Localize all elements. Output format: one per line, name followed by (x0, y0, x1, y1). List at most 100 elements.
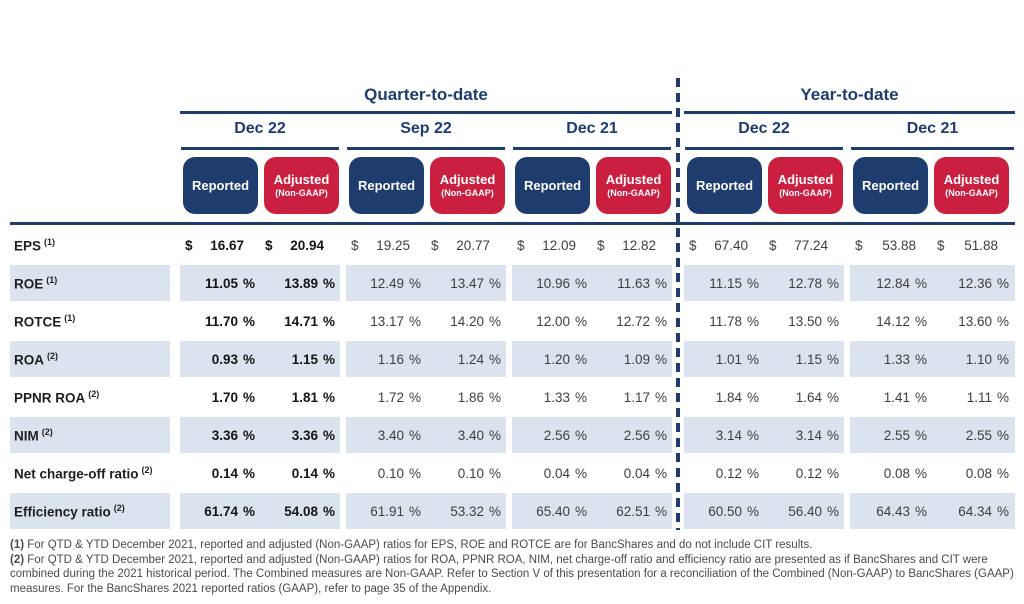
percent-symbol: % (654, 275, 667, 291)
percent-symbol: % (996, 351, 1009, 367)
footnote-ref: (2) (47, 350, 58, 361)
value: 20.77 (456, 237, 490, 253)
period-group: 1.84% 1.64% (684, 379, 844, 415)
value-cell: 62.51% (592, 493, 672, 529)
percent-symbol: % (488, 389, 501, 405)
percent-symbol: % (914, 389, 927, 405)
value: 2.55 (883, 427, 910, 443)
table-row: ROA (2) 0.93% 1.15% 1.16% 1.24% 1.20% 1.09% 1.01… (10, 341, 1015, 377)
value-cell: 3.14% (764, 417, 844, 453)
row-label-cell: PPNR ROA (2) (10, 379, 170, 415)
value-cell: 2.55% (850, 417, 932, 453)
value: 12.09 (542, 237, 576, 253)
period-group: 0.93% 1.15% (180, 341, 340, 377)
value-cell: 64.43% (850, 493, 932, 529)
value: 14.20 (450, 313, 484, 329)
period-group: 1.16% 1.24% (346, 341, 506, 377)
value: 1.72 (377, 389, 404, 405)
percent-symbol: % (826, 503, 839, 519)
adjusted-pill: Adjusted (Non-GAAP) (430, 157, 505, 214)
period-group: 0.14% 0.14% (180, 455, 340, 491)
value-cell: 14.71% (260, 303, 340, 339)
value: 0.12 (715, 465, 742, 481)
value: 19.25 (376, 237, 410, 253)
value-cell: 14.20% (426, 303, 506, 339)
value-cell: 0.12% (684, 455, 764, 491)
value: 16.67 (210, 237, 244, 253)
currency-symbol: $ (689, 237, 697, 253)
value-cell: 1.16% (346, 341, 426, 377)
value-cell: 1.41% (850, 379, 932, 415)
row-label: ROE (1) (14, 274, 58, 292)
value: 51.88 (964, 237, 998, 253)
value-cell: 3.14% (684, 417, 764, 453)
value: 1.09 (623, 351, 650, 367)
period-group: $19.25 $20.77 (346, 227, 506, 263)
percent-symbol: % (996, 389, 1009, 405)
value: 13.17 (370, 313, 404, 329)
adjusted-pill-sublabel: (Non-GAAP) (607, 188, 660, 198)
value: 12.00 (536, 313, 570, 329)
value-cell: 2.56% (512, 417, 592, 453)
period-group: 11.15% 12.78% (684, 265, 844, 301)
percent-symbol: % (322, 465, 335, 481)
period-group: 3.14% 3.14% (684, 417, 844, 453)
value-cell: 13.89% (260, 265, 340, 301)
adjusted-pill-label: Adjusted (777, 172, 834, 187)
adjusted-pill-label: Adjusted (605, 172, 662, 187)
percent-symbol: % (488, 427, 501, 443)
value: 2.56 (623, 427, 650, 443)
value: 2.56 (543, 427, 570, 443)
value-cell: 56.40% (764, 493, 844, 529)
percent-symbol: % (242, 389, 255, 405)
value-cell: 3.36% (260, 417, 340, 453)
date-header-qtd-dec21: Dec 21 (566, 120, 618, 137)
percent-symbol: % (408, 465, 421, 481)
row-label-cell: ROTCE (1) (10, 303, 170, 339)
percent-symbol: % (322, 427, 335, 443)
value: 67.40 (714, 237, 748, 253)
percent-symbol: % (488, 313, 501, 329)
period-group: 0.10% 0.10% (346, 455, 506, 491)
percent-symbol: % (574, 389, 587, 405)
value-cell: $77.24 (764, 227, 844, 263)
percent-symbol: % (242, 275, 255, 291)
value-cell: $51.88 (932, 227, 1014, 263)
percent-symbol: % (408, 275, 421, 291)
percent-symbol: % (242, 503, 255, 519)
value-cell: 1.70% (180, 379, 260, 415)
percent-symbol: % (654, 351, 667, 367)
percent-symbol: % (746, 389, 759, 405)
value-cell: 65.40% (512, 493, 592, 529)
value-cell: 13.17% (346, 303, 426, 339)
table-row: NIM (2) 3.36% 3.36% 3.40% 3.40% 2.56% 2.56% 3.14… (10, 417, 1015, 453)
value: 1.15 (795, 351, 822, 367)
value: 13.60 (958, 313, 992, 329)
value: 11.63 (617, 275, 650, 291)
value: 10.96 (536, 275, 570, 291)
value: 1.70 (211, 389, 238, 405)
adjusted-pill-label: Adjusted (439, 172, 496, 187)
percent-symbol: % (826, 389, 839, 405)
value: 20.94 (290, 237, 324, 253)
row-label-cell: NIM (2) (10, 417, 170, 453)
value: 65.40 (536, 503, 570, 519)
percent-symbol: % (996, 313, 1009, 329)
percent-symbol: % (574, 351, 587, 367)
period-group: 0.08% 0.08% (850, 455, 1015, 491)
value: 13.50 (788, 313, 822, 329)
value: 61.91 (370, 503, 404, 519)
value-cell: $19.25 (346, 227, 426, 263)
percent-symbol: % (826, 351, 839, 367)
period-group: 65.40% 62.51% (512, 493, 672, 529)
currency-symbol: $ (185, 237, 193, 253)
adjusted-pill-label: Adjusted (273, 172, 330, 187)
percent-symbol: % (826, 313, 839, 329)
row-label-cell: EPS (1) (10, 227, 170, 263)
value: 1.86 (457, 389, 484, 405)
reported-pill-label: Reported (861, 177, 920, 193)
period-group: 1.33% 1.17% (512, 379, 672, 415)
value-cell: 13.47% (426, 265, 506, 301)
row-label-cell: Net charge-off ratio (2) (10, 455, 170, 491)
value-cell: 14.12% (850, 303, 932, 339)
